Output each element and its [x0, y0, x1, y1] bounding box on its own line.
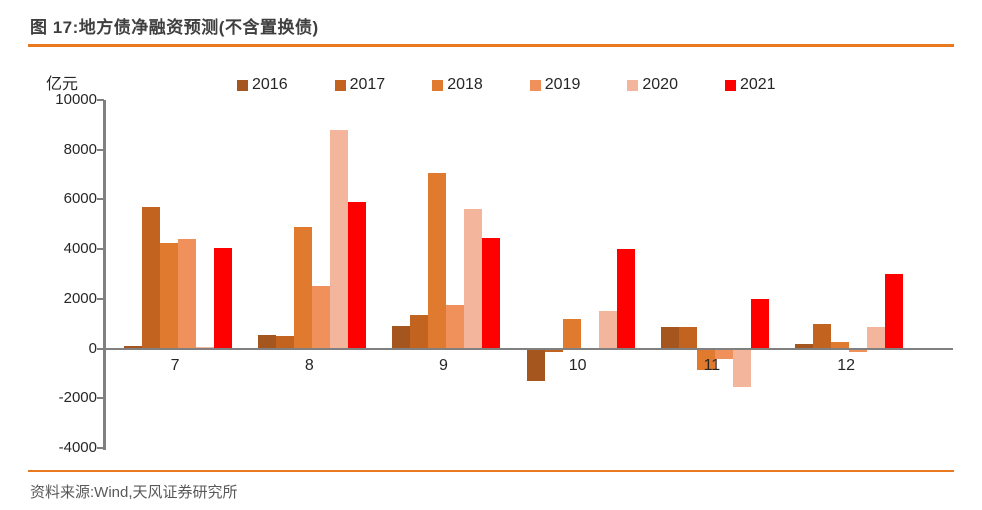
x-axis-zero-line	[105, 347, 953, 351]
legend-swatch-2020	[627, 79, 639, 91]
legend-item-2017: 2017	[334, 76, 386, 94]
source-note: 资料来源:Wind,天风证券研究所	[30, 484, 238, 501]
legend-item-2019: 2019	[529, 76, 581, 94]
bar-2019-month8	[312, 286, 331, 349]
legend-label-2021: 2021	[739, 76, 776, 93]
bar-2016-month10	[526, 348, 545, 381]
legend-swatch-2021	[724, 79, 736, 91]
x-tick-label-10: 10	[568, 356, 587, 374]
y-tick-label-8000: 8000	[63, 140, 97, 158]
y-tick-mark-10000	[97, 99, 104, 101]
bar-2021-month10	[616, 249, 635, 349]
legend-swatch-2019	[529, 79, 541, 91]
title-divider-line	[28, 44, 954, 47]
bar-2020-month11	[732, 348, 751, 388]
y-tick-mark-2000	[97, 297, 104, 300]
bar-2019-month7	[178, 239, 196, 349]
bar-2017-month8	[276, 336, 295, 349]
y-axis-unit-label: 亿元	[46, 76, 79, 93]
bar-2018-month9	[428, 173, 447, 349]
bar-2021-month7	[214, 247, 232, 349]
y-tick-label-2000: 2000	[63, 289, 97, 307]
bar-2017-month9	[410, 315, 429, 349]
bar-2017-month10	[544, 348, 563, 353]
legend-item-2016: 2016	[237, 76, 288, 94]
y-axis-line	[103, 100, 106, 450]
y-tick-label-4000: 4000	[63, 240, 97, 258]
bar-2018-month8	[294, 226, 313, 349]
legend-label-2017: 2017	[349, 76, 386, 93]
x-tick-label-7: 7	[170, 356, 180, 374]
legend-label-2016: 2016	[252, 76, 288, 93]
bar-2017-month12	[813, 323, 831, 349]
y-tick-label-10000: 10000	[55, 91, 97, 108]
y-tick-label-0: 0	[88, 339, 97, 357]
legend-swatch-2018	[432, 79, 444, 91]
legend-item-2020: 2020	[627, 76, 678, 94]
bar-2021-month9	[482, 237, 501, 349]
bar-2020-month10	[598, 311, 617, 349]
bar-2018-month10	[562, 318, 581, 349]
y-tick-mark--4000	[97, 447, 104, 449]
bar-2017-month7	[142, 206, 160, 349]
bar-2020-month12	[867, 327, 885, 349]
y-tick-label--2000: -2000	[58, 389, 97, 407]
x-tick-label-11: 11	[703, 356, 721, 374]
y-tick-mark-8000	[97, 148, 104, 151]
legend-label-2020: 2020	[642, 76, 678, 93]
legend-label-2019: 2019	[544, 76, 581, 93]
legend-swatch-2017	[334, 79, 346, 91]
bar-2019-month11	[714, 348, 733, 359]
y-tick-label--4000: -4000	[58, 439, 97, 456]
x-tick-label-12: 12	[837, 356, 855, 374]
bar-2018-month7	[160, 242, 178, 349]
plot-area: 7 8 9 10 11 12	[103, 100, 953, 450]
bar-2016-month9	[392, 326, 411, 349]
legend-item-2021: 2021	[724, 76, 776, 94]
bar-2021-month11	[750, 298, 769, 349]
bar-2016-month7	[124, 346, 142, 349]
y-tick-mark-6000	[97, 198, 104, 201]
bar-2016-month11	[660, 327, 679, 349]
bar-2020-month9	[464, 209, 483, 349]
bar-2019-month9	[446, 305, 465, 349]
footer-divider-line	[28, 470, 954, 472]
legend-label-2018: 2018	[447, 76, 483, 93]
bar-2016-month8	[258, 334, 277, 349]
x-tick-label-9: 9	[439, 356, 448, 374]
bar-2016-month12	[795, 344, 813, 349]
x-tick-label-8: 8	[304, 356, 314, 374]
bar-2018-month12	[831, 342, 849, 349]
legend-item-2018: 2018	[432, 76, 483, 94]
y-tick-mark--2000	[97, 397, 104, 400]
bar-2020-month8	[330, 129, 349, 349]
bar-2017-month11	[678, 326, 697, 349]
bar-2021-month8	[348, 201, 367, 349]
y-tick-mark-4000	[97, 248, 104, 251]
y-tick-mark-0	[97, 347, 104, 350]
figure-title: 图 17:地方债净融资预测(不含置换债)	[30, 18, 319, 37]
bar-2021-month12	[885, 274, 903, 349]
chart-legend: 2016 2017 2018 2019 2020 2021	[237, 76, 776, 94]
y-tick-label-6000: 6000	[63, 190, 97, 208]
legend-swatch-2016	[237, 79, 248, 91]
bar-2018-month11	[696, 348, 715, 370]
